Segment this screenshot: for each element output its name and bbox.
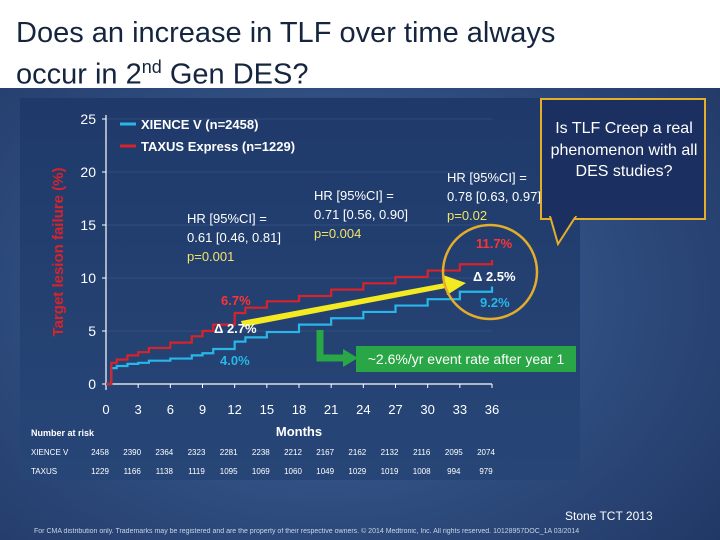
y-tick-label: 5 xyxy=(88,323,96,339)
title-superscript: nd xyxy=(141,57,162,77)
x-tick-label: 18 xyxy=(292,402,306,417)
callout-tail xyxy=(548,216,578,246)
highlight-circle xyxy=(441,223,539,321)
risk-cell: 2074 xyxy=(477,448,495,457)
y-tick-label: 25 xyxy=(80,111,96,127)
delta-year1-value: Δ 2.7% xyxy=(214,321,257,336)
risk-cell: 994 xyxy=(447,467,461,476)
risk-cell: 1095 xyxy=(220,467,238,476)
xience-v-curve xyxy=(106,286,494,386)
risk-cell: 1138 xyxy=(156,467,174,476)
hr-year3-line: HR [95%CI] = xyxy=(447,170,527,185)
risk-cell: 2281 xyxy=(220,448,238,457)
y-axis-label: Target lesion failure (%) xyxy=(50,168,67,337)
slide-title-line2: occur in 2nd Gen DES? xyxy=(16,50,706,92)
event-rate-arrow-head xyxy=(343,349,358,367)
x-tick-label: 27 xyxy=(388,402,402,417)
xience-year1-value: 4.0% xyxy=(220,353,250,368)
legend-label: TAXUS Express (n=1229) xyxy=(141,139,295,154)
x-tick-label: 12 xyxy=(227,402,241,417)
title-bar xyxy=(0,0,720,88)
taxus-year3-value: 11.7% xyxy=(476,236,513,251)
risk-cell: 1029 xyxy=(348,467,366,476)
taxus-year1-value: 6.7% xyxy=(221,293,251,308)
risk-cell: 1069 xyxy=(252,467,270,476)
taxus-express-curve xyxy=(106,259,494,386)
hr-year1-line: p=0.001 xyxy=(187,249,234,264)
event-rate-arrow-shaft xyxy=(316,330,345,362)
delta-year3-value: Δ 2.5% xyxy=(473,269,516,284)
risk-cell: 2238 xyxy=(252,448,270,457)
legend-label: XIENCE V (n=2458) xyxy=(141,117,258,132)
chart-panel xyxy=(20,98,580,480)
x-tick-label: 9 xyxy=(199,402,206,417)
title-line2-start: occur in 2 xyxy=(16,58,142,91)
hr-year2-line: HR [95%CI] = xyxy=(314,188,394,203)
x-tick-label: 3 xyxy=(135,402,142,417)
y-tick-label: 10 xyxy=(80,270,96,286)
risk-cell: 2212 xyxy=(284,448,302,457)
risk-cell: 2364 xyxy=(155,448,173,457)
risk-cell: 2323 xyxy=(188,448,206,457)
slide-title: Does an increase in TLF over time always… xyxy=(16,16,706,92)
risk-cell: 2458 xyxy=(91,448,109,457)
y-tick-label: 15 xyxy=(80,217,96,233)
risk-cell: 1166 xyxy=(124,467,142,476)
slide-title-line1: Does an increase in TLF over time always xyxy=(16,17,556,49)
x-tick-label: 24 xyxy=(356,402,370,417)
trend-arrow xyxy=(241,275,466,327)
risk-cell: 1229 xyxy=(91,467,109,476)
hr-year1-line: 0.61 [0.46, 0.81] xyxy=(187,230,281,245)
hr-year3-line: 0.78 [0.63, 0.97] xyxy=(447,189,541,204)
xience-year3-value: 9.2% xyxy=(480,295,510,310)
risk-cell: 2095 xyxy=(445,448,463,457)
x-tick-label: 30 xyxy=(420,402,434,417)
callout-text: Is TLF Creep a real phenomenon with all … xyxy=(550,120,698,180)
x-tick-label: 0 xyxy=(102,402,109,417)
risk-cell: 1019 xyxy=(381,467,399,476)
hr-year2-line: 0.71 [0.56, 0.90] xyxy=(314,207,408,222)
hr-year1-line: HR [95%CI] = xyxy=(187,211,267,226)
risk-row-label: XIENCE V xyxy=(31,448,69,457)
hr-year3-line: p=0.02 xyxy=(447,208,487,223)
y-tick-label: 20 xyxy=(80,164,96,180)
callout-box xyxy=(540,98,706,220)
risk-cell: 1049 xyxy=(316,467,334,476)
risk-cell: 1060 xyxy=(284,467,302,476)
event-rate-box xyxy=(356,346,576,372)
title-line2-end: Gen DES? xyxy=(161,58,309,91)
source-citation: Stone TCT 2013 xyxy=(565,509,653,523)
risk-cell: 979 xyxy=(479,467,493,476)
risk-cell: 2162 xyxy=(348,448,366,457)
risk-cell: 2116 xyxy=(413,448,431,457)
risk-row-label: TAXUS xyxy=(31,467,57,476)
x-axis-label: Months xyxy=(276,424,322,439)
risk-cell: 2132 xyxy=(381,448,399,457)
risk-cell: 2390 xyxy=(123,448,141,457)
risk-cell: 1008 xyxy=(413,467,431,476)
x-tick-label: 6 xyxy=(167,402,174,417)
x-tick-label: 15 xyxy=(260,402,274,417)
legal-disclaimer: For CMA distribution only. Trademarks ma… xyxy=(34,528,580,535)
hr-year2-line: p=0.004 xyxy=(314,226,361,241)
x-tick-label: 36 xyxy=(485,402,499,417)
risk-table-title: Number at risk xyxy=(31,428,95,438)
x-tick-label: 21 xyxy=(324,402,338,417)
risk-cell: 2167 xyxy=(316,448,334,457)
risk-cell: 1119 xyxy=(188,467,205,476)
event-rate-label: ~2.6%/yr event rate after year 1 xyxy=(368,351,565,367)
y-tick-label: 0 xyxy=(88,376,96,392)
x-tick-label: 33 xyxy=(453,402,467,417)
